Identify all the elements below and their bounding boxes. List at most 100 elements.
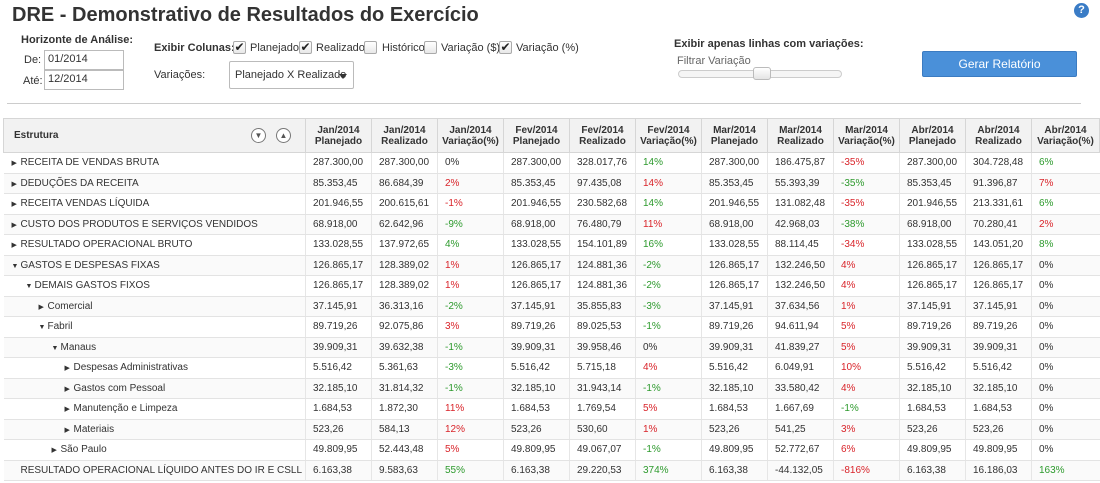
expand-row-icon[interactable]: ▶	[11, 160, 17, 168]
value-cell: 126.865,17	[305, 255, 372, 276]
gerar-relatorio-button[interactable]: Gerar Relatório	[922, 51, 1077, 77]
expand-row-icon[interactable]: ▶	[64, 426, 70, 434]
value-cell: 68.918,00	[899, 214, 966, 235]
row-name-cell[interactable]: ▶ RECEITA DE VENDAS BRUTA	[3, 152, 306, 174]
value-cell: 68.918,00	[503, 214, 570, 235]
variation-cell: 14%	[635, 152, 702, 174]
expand-row-icon[interactable]: ▶	[11, 180, 17, 188]
expand-row-icon[interactable]: ▶	[64, 385, 70, 393]
ate-input[interactable]: 12/2014	[44, 70, 124, 90]
row-name-cell[interactable]: ▼ DEMAIS GASTOS FIXOS	[3, 275, 306, 297]
collapse-row-icon[interactable]: ▼	[51, 344, 59, 352]
variation-cell: 4%	[635, 357, 702, 379]
value-cell: 49.809,95	[899, 439, 966, 461]
expand-row-icon[interactable]: ▶	[11, 242, 17, 250]
row-name-cell[interactable]: ▶ Manutenção e Limpeza	[3, 398, 306, 420]
filtrar-variacao-label: Filtrar Variação	[677, 55, 751, 67]
variation-cell: 0%	[1031, 439, 1100, 461]
column-header: Mar/2014 Realizado	[767, 118, 834, 153]
collapse-row-icon[interactable]: ▼	[11, 262, 19, 270]
variacao-valor-checkbox[interactable]	[424, 41, 437, 54]
expand-row-icon[interactable]: ▶	[64, 406, 70, 414]
collapse-row-icon[interactable]: ▼	[38, 324, 46, 332]
variation-cell: -1%	[635, 439, 702, 461]
variation-cell: 11%	[635, 214, 702, 235]
expand-all-icon[interactable]: ▲	[276, 128, 291, 143]
row-name-cell[interactable]: ▼ Manaus	[3, 337, 306, 358]
table-row[interactable]: ▶ RECEITA DE VENDAS BRUTA 287.300,00 287.30…	[3, 152, 1100, 174]
row-name-cell[interactable]: ▶ Comercial	[3, 296, 306, 317]
table-row[interactable]: ▼ DEMAIS GASTOS FIXOS 126.865,17 128.389,02…	[3, 275, 1100, 297]
table-header-row: Estrutura ▼ ▲ Jan/2014 Planejado Jan/2014 R…	[3, 118, 1100, 153]
expand-row-icon[interactable]: ▶	[11, 221, 17, 229]
value-cell: 1.872,30	[371, 398, 438, 420]
row-name-cell[interactable]: ▶ CUSTO DOS PRODUTOS E SERVIÇOS VENDIDOS	[3, 214, 306, 235]
row-name-cell[interactable]: ▼ GASTOS E DESPESAS FIXAS	[3, 255, 306, 276]
help-icon[interactable]: ?	[1074, 3, 1089, 18]
value-cell: 287.300,00	[371, 152, 438, 174]
slider-handle[interactable]	[753, 67, 771, 80]
table-row[interactable]: ▶ Gastos com Pessoal 32.185,10 31.814,32 -1%…	[3, 378, 1100, 399]
variation-cell: 1%	[635, 419, 702, 440]
row-label: RECEITA DE VENDAS BRUTA	[20, 157, 160, 169]
table-row[interactable]: ▶ Manutenção e Limpeza 1.684,53 1.872,30 11%…	[3, 398, 1100, 420]
table-row[interactable]: ▶ Comercial 37.145,91 36.313,16 -2% 37.145,91…	[3, 296, 1100, 317]
variation-cell: 14%	[635, 173, 702, 194]
table-row[interactable]: ▶ São Paulo 49.809,95 52.443,48 5% 49.809,95 4…	[3, 439, 1100, 461]
expand-row-icon[interactable]: ▶	[11, 201, 17, 209]
value-cell: 6.163,38	[305, 460, 372, 481]
row-name-cell[interactable]: ▶ Materiais	[3, 419, 306, 440]
realizado-checkbox[interactable]: ✔	[299, 40, 312, 54]
expand-row-icon[interactable]: ▶	[51, 447, 57, 455]
row-name-cell[interactable]: ▶ RECEITA VENDAS LÍQUIDA	[3, 193, 306, 215]
value-cell: 31.943,14	[569, 378, 636, 399]
value-cell: 1.684,53	[899, 398, 966, 420]
row-label: DEMAIS GASTOS FIXOS	[34, 280, 150, 292]
variacoes-select[interactable]: Planejado X Realizado	[229, 61, 354, 89]
historico-checkbox-label: Histórico	[382, 42, 425, 54]
row-name-cell[interactable]: ▶ Gastos com Pessoal	[3, 378, 306, 399]
table-row[interactable]: ▼ Manaus 39.909,31 39.632,38 -1% 39.909,31 39.…	[3, 337, 1100, 358]
variacao-percent-checkbox[interactable]: ✔	[499, 40, 512, 54]
collapse-all-icon[interactable]: ▼	[251, 128, 266, 143]
row-name-cell[interactable]: ▶ RESULTADO OPERACIONAL BRUTO	[3, 234, 306, 256]
table-row[interactable]: ▶ CUSTO DOS PRODUTOS E SERVIÇOS VENDIDOS 6…	[3, 214, 1100, 235]
planejado-checkbox[interactable]: ✔	[233, 40, 246, 54]
collapse-row-icon[interactable]: ▼	[25, 283, 33, 291]
value-cell: 287.300,00	[701, 152, 768, 174]
row-name-cell[interactable]: ▶ São Paulo	[3, 439, 306, 461]
table-row[interactable]: ▶ Materiais 523,26 584,13 12% 523,26 530,60 1% 5…	[3, 419, 1100, 440]
expand-row-icon[interactable]: ▶	[38, 303, 44, 311]
variation-cell: -38%	[833, 214, 900, 235]
variation-cell: 0%	[1031, 255, 1100, 276]
variation-cell: -1%	[437, 378, 504, 399]
historico-checkbox[interactable]	[364, 41, 377, 54]
table-row[interactable]: RESULTADO OPERACIONAL LÍQUIDO ANTES DO I…	[3, 460, 1100, 481]
variation-cell: 3%	[833, 419, 900, 440]
table-row[interactable]: ▶ RECEITA VENDAS LÍQUIDA 201.946,55 200.615…	[3, 193, 1100, 215]
row-label: RESULTADO OPERACIONAL BRUTO	[20, 239, 193, 251]
row-name-cell[interactable]: ▶ Despesas Administrativas	[3, 357, 306, 379]
value-cell: 39.909,31	[899, 337, 966, 358]
table-row[interactable]: ▶ RESULTADO OPERACIONAL BRUTO 133.028,55 13…	[3, 234, 1100, 256]
de-input[interactable]: 01/2014	[44, 50, 124, 70]
value-cell: 32.185,10	[899, 378, 966, 399]
column-header-measure: Realizado	[975, 135, 1022, 147]
table-row[interactable]: ▶ DEDUÇÕES DA RECEITA 85.353,45 86.684,39 2%…	[3, 173, 1100, 194]
table-row[interactable]: ▼ GASTOS E DESPESAS FIXAS 126.865,17 128.38…	[3, 255, 1100, 276]
value-cell: 9.583,63	[371, 460, 438, 481]
row-name-cell[interactable]: ▼ Fabril	[3, 316, 306, 338]
row-name-cell[interactable]: ▶ DEDUÇÕES DA RECEITA	[3, 173, 306, 194]
table-row[interactable]: ▶ Despesas Administrativas 5.516,42 5.361,6…	[3, 357, 1100, 379]
column-header-measure: Planejado	[512, 135, 561, 147]
value-cell: 200.615,61	[371, 193, 438, 215]
value-cell: 1.684,53	[305, 398, 372, 420]
expand-row-icon[interactable]: ▶	[64, 365, 70, 373]
row-name-cell[interactable]: RESULTADO OPERACIONAL LÍQUIDO ANTES DO I…	[3, 460, 306, 481]
value-cell: 37.145,91	[701, 296, 768, 317]
variation-cell: 16%	[635, 234, 702, 256]
table-row[interactable]: ▼ Fabril 89.719,26 92.075,86 3% 89.719,26 89.0…	[3, 316, 1100, 338]
de-label: De:	[24, 54, 42, 66]
value-cell: 523,26	[503, 419, 570, 440]
value-cell: 32.185,10	[305, 378, 372, 399]
